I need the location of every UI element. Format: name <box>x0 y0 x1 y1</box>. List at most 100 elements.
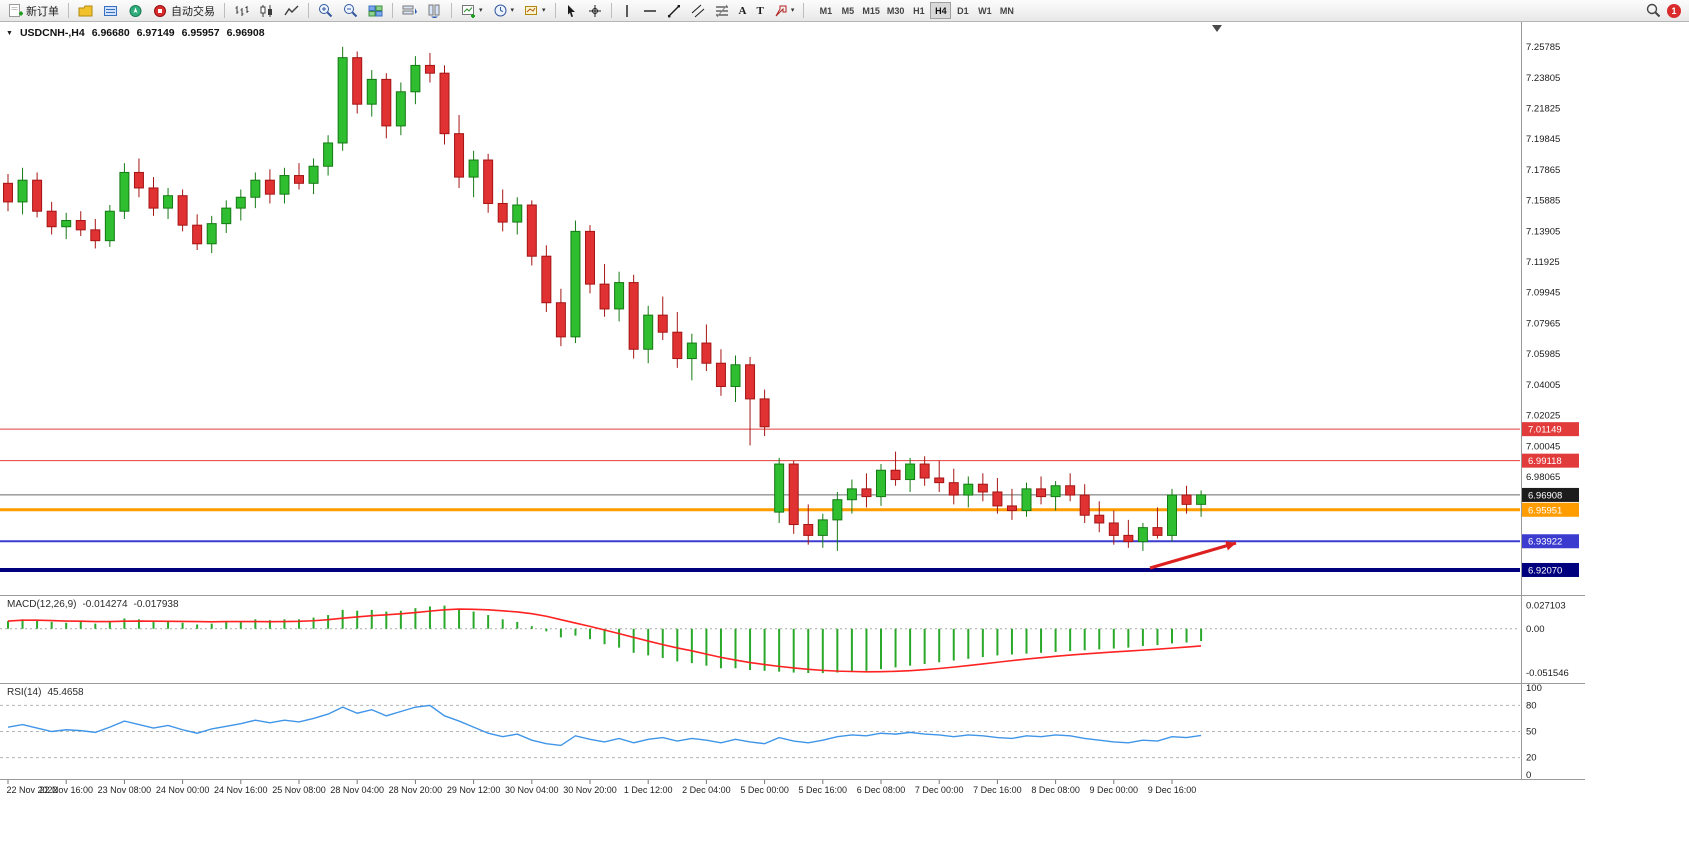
svg-text:9 Dec 00:00: 9 Dec 00:00 <box>1090 785 1139 795</box>
text-tool-button[interactable]: A <box>735 2 751 20</box>
toolbar-separator <box>392 3 393 18</box>
svg-text:7.09945: 7.09945 <box>1526 288 1560 299</box>
timeframe-button-mn[interactable]: MN <box>996 2 1017 19</box>
timeframe-button-d1[interactable]: D1 <box>952 2 973 19</box>
line-chart-button[interactable] <box>280 2 303 20</box>
arrows-tool-button[interactable]: ▾ <box>770 2 799 20</box>
price-line-objects[interactable] <box>0 428 1520 572</box>
toolbar-separator <box>554 3 556 18</box>
bar-chart-button[interactable] <box>230 2 253 20</box>
new-chart-button[interactable]: ▾ <box>457 2 487 20</box>
svg-text:6 Dec 08:00: 6 Dec 08:00 <box>857 785 906 795</box>
new-order-button[interactable]: 新订单 <box>4 2 63 20</box>
macd-indicator <box>0 605 1520 673</box>
price-axis[interactable]: 7.25785 7.23805 7.21825 7.19845 7.17865 7.158… <box>1522 42 1579 781</box>
navigator-icon <box>129 4 142 17</box>
vertical-line-icon <box>625 4 628 17</box>
svg-text:6.98065: 6.98065 <box>1526 472 1560 483</box>
cursor-tool-button[interactable] <box>561 2 582 20</box>
timeframe-button-h1[interactable]: H1 <box>908 2 929 19</box>
timeframe-button-m1[interactable]: M1 <box>815 2 836 19</box>
toolbar-separator <box>68 3 69 18</box>
zoom-out-icon <box>344 4 358 18</box>
period-button[interactable]: ▾ <box>489 2 519 20</box>
new-chart-icon <box>462 4 475 18</box>
toolbar-separator <box>803 3 805 18</box>
macd-indicator-label: MACD(12,26,9) -0.014274 -0.017938 <box>7 599 179 610</box>
bar-close-value: 6.96908 <box>226 27 265 39</box>
svg-text:30 Nov 20:00: 30 Nov 20:00 <box>563 785 617 795</box>
price-badge <box>1522 487 1579 502</box>
channel-tool-button[interactable] <box>687 2 709 20</box>
svg-text:7.11925: 7.11925 <box>1526 257 1560 268</box>
candlestick-chart-button[interactable] <box>255 2 278 20</box>
svg-text:7 Dec 16:00: 7 Dec 16:00 <box>973 785 1022 795</box>
price-badge <box>1522 502 1579 517</box>
search-icon[interactable] <box>1646 3 1661 18</box>
candlestick-series <box>3 46 1207 551</box>
vertical-line-tool-button[interactable] <box>617 2 637 20</box>
svg-text:80: 80 <box>1526 700 1537 711</box>
crosshair-tool-button[interactable] <box>584 2 606 20</box>
trendline-tool-button[interactable] <box>663 2 685 20</box>
chevron-down-icon: ▾ <box>479 7 483 14</box>
zoom-in-button[interactable] <box>314 2 337 20</box>
chart-canvas[interactable]: 7.25785 7.23805 7.21825 7.19845 7.17865 7.158… <box>0 22 1689 800</box>
tile-windows-button[interactable] <box>364 2 387 20</box>
templates-button[interactable]: ▾ <box>520 2 550 20</box>
clock-icon <box>494 4 507 17</box>
arrow-annotation[interactable] <box>1149 541 1237 570</box>
chart-shift-marker[interactable] <box>1212 25 1222 32</box>
arrange-horizontal-icon <box>402 5 417 14</box>
macd-name: MACD(12,26,9) <box>7 599 77 610</box>
market-watch-button[interactable] <box>99 2 122 20</box>
svg-text:6.92070: 6.92070 <box>1528 565 1562 576</box>
chart-symbol-title: ▼ USDCNH-,H4 6.96680 6.97149 6.95957 6.9… <box>6 27 265 39</box>
fibonacci-icon <box>715 4 728 17</box>
text-label-tool-button[interactable]: T <box>753 2 768 20</box>
autotrading-button[interactable]: 自动交易 <box>149 2 219 20</box>
toolbar-separator <box>224 3 225 18</box>
timeframe-button-m15[interactable]: M15 <box>859 2 883 19</box>
svg-text:7.25785: 7.25785 <box>1526 42 1560 53</box>
timeframe-button-h4[interactable]: H4 <box>930 2 952 19</box>
template-icon <box>525 5 538 15</box>
chevron-down-icon: ▾ <box>542 7 546 14</box>
horizontal-line-tool-button[interactable] <box>639 2 661 20</box>
zoom-out-button[interactable] <box>339 2 362 20</box>
svg-text:7.07965: 7.07965 <box>1526 318 1560 329</box>
notification-badge[interactable]: 1 <box>1667 3 1681 18</box>
timeframe-button-m30[interactable]: M30 <box>884 2 908 19</box>
arrange-vertical-button[interactable] <box>423 2 446 20</box>
symbol-dropdown-icon[interactable]: ▼ <box>6 29 13 37</box>
navigator-button[interactable] <box>124 2 147 20</box>
price-badge <box>1522 422 1579 437</box>
svg-text:28 Nov 04:00: 28 Nov 04:00 <box>330 785 384 795</box>
svg-text:6.93922: 6.93922 <box>1528 537 1562 548</box>
profiles-button[interactable] <box>74 2 97 20</box>
svg-text:0.00: 0.00 <box>1526 624 1545 635</box>
svg-text:7.17865: 7.17865 <box>1526 165 1560 176</box>
price-badge <box>1522 534 1579 549</box>
price-badge <box>1522 453 1579 468</box>
svg-text:24 Nov 00:00: 24 Nov 00:00 <box>156 785 210 795</box>
main-toolbar: 新订单 自动交易 <box>0 0 1689 22</box>
autotrading-label: 自动交易 <box>171 5 215 18</box>
horizontal-line-icon <box>643 9 656 12</box>
autotrading-icon <box>154 4 166 17</box>
timeframe-button-m5[interactable]: M5 <box>837 2 858 19</box>
svg-text:1 Dec 12:00: 1 Dec 12:00 <box>624 785 673 795</box>
svg-text:25 Nov 08:00: 25 Nov 08:00 <box>272 785 326 795</box>
svg-text:7.02025: 7.02025 <box>1526 411 1560 422</box>
svg-text:7.23805: 7.23805 <box>1526 73 1560 84</box>
macd-signal-value: -0.017938 <box>133 599 179 610</box>
timeframe-button-w1[interactable]: W1 <box>974 2 995 19</box>
zoom-in-icon <box>319 4 333 18</box>
svg-text:7 Dec 00:00: 7 Dec 00:00 <box>915 785 964 795</box>
svg-text:7.00045: 7.00045 <box>1526 441 1560 452</box>
arrange-horizontal-button[interactable] <box>398 2 421 20</box>
fibonacci-tool-button[interactable] <box>711 2 733 20</box>
bar-chart-icon <box>235 5 249 16</box>
